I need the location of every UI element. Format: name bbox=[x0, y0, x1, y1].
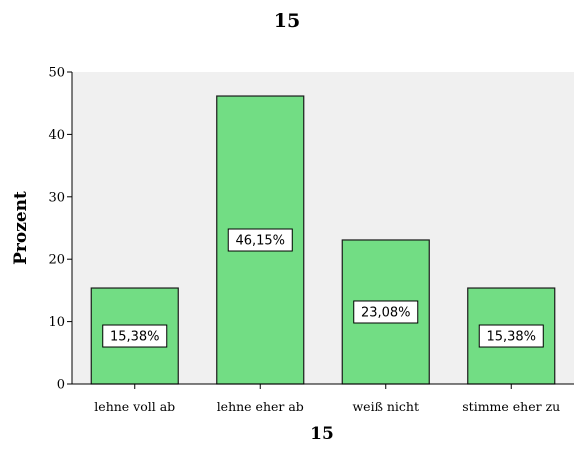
y-axis-title: Prozent bbox=[11, 191, 31, 265]
data-label-box bbox=[102, 324, 168, 348]
y-tick-label: 20 bbox=[48, 253, 65, 268]
x-axis-title: 15 bbox=[310, 424, 334, 444]
data-label-box bbox=[353, 300, 419, 324]
y-tick-label: 10 bbox=[48, 315, 65, 330]
data-labels: 15,38% 46,15% 23,08% 15,38% bbox=[102, 228, 544, 348]
x-tick-label: lehne voll ab bbox=[94, 399, 175, 414]
data-label: 15,38% bbox=[110, 330, 160, 345]
data-label-box bbox=[227, 228, 293, 252]
x-tick-label: lehne eher ab bbox=[217, 399, 304, 414]
x-axis: lehne voll ab lehne eher ab weiß nicht stim… bbox=[72, 383, 574, 414]
y-tick-label: 50 bbox=[48, 66, 65, 81]
chart-title: 15 bbox=[274, 10, 300, 32]
data-label-box bbox=[478, 324, 544, 348]
x-tick-label: stimme eher zu bbox=[462, 399, 560, 414]
data-label: 23,08% bbox=[361, 305, 411, 320]
data-label: 46,15% bbox=[235, 234, 285, 249]
y-tick-label: 40 bbox=[48, 128, 65, 143]
data-label: 15,38% bbox=[486, 330, 536, 345]
y-tick-label: 30 bbox=[48, 190, 65, 205]
y-axis: 0 10 20 30 40 50 bbox=[48, 66, 73, 393]
y-tick-label: 0 bbox=[57, 378, 65, 393]
x-tick-label: weiß nicht bbox=[352, 399, 419, 414]
